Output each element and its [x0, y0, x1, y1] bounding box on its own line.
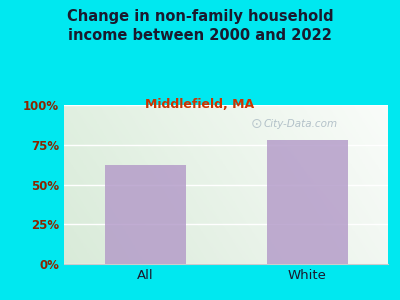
Bar [104, 165, 186, 264]
Text: Middlefield, MA: Middlefield, MA [146, 98, 254, 110]
Bar [266, 140, 348, 264]
Text: Change in non-family household
income between 2000 and 2022: Change in non-family household income be… [67, 9, 333, 43]
Text: City-Data.com: City-Data.com [264, 119, 338, 129]
Text: ⊙: ⊙ [251, 117, 262, 131]
